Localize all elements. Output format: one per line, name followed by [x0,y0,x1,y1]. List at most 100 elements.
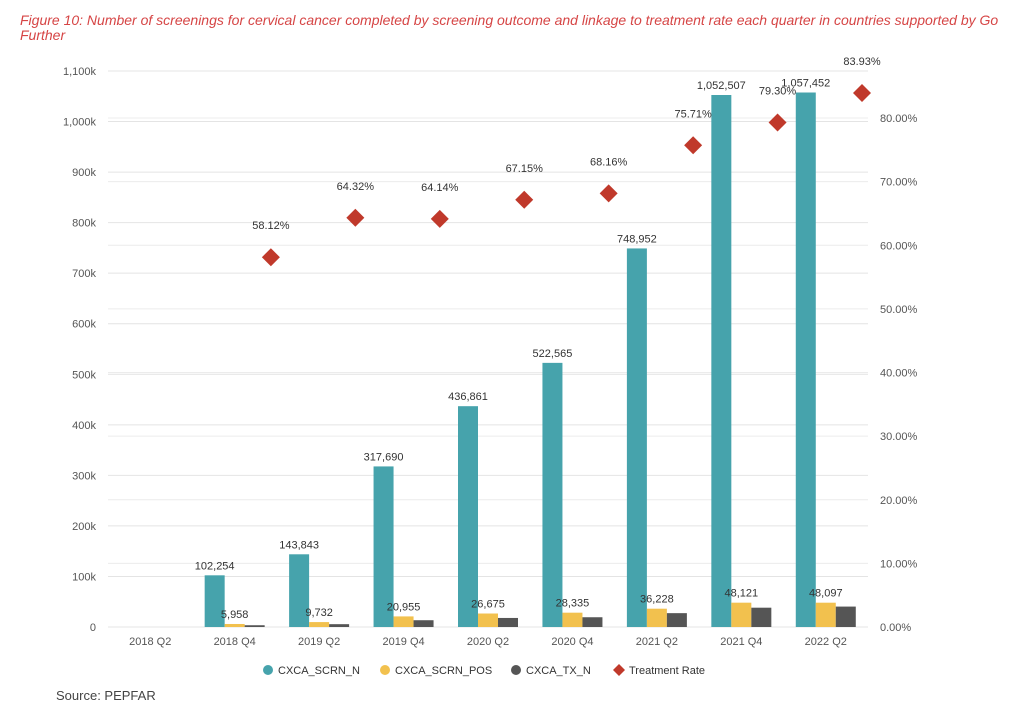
bar-cxca-tx-n [835,606,856,627]
bar-cxca-tx-n [244,625,265,627]
bar-cxca-scrn-n [542,362,563,627]
bar-cxca-scrn-pos [815,602,836,627]
legend-swatch [380,665,390,675]
bar-cxca-scrn-n [289,554,310,627]
x-axis: 2018 Q2 2018 Q4 2019 Q2 2019 Q4 2020 Q2 2020 … [129,636,847,648]
bar-cxca-scrn-pos [309,622,330,627]
data-labels: 102,254 143,843 317,690 436,861 522,565 748,9… [195,56,881,621]
bar-cxca-tx-n [498,617,518,627]
data-label: 102,254 [195,560,235,572]
chart: 0 100k 200k 300k 400k 500k 600k 700k 800k 900k 1,0… [63,56,918,677]
data-label: 5,958 [221,609,249,621]
bars [204,92,856,627]
data-label: 748,952 [617,233,657,245]
rate-label: 79.30% [759,85,797,97]
bar-cxca-tx-n [582,617,603,627]
data-label: 28,335 [556,598,590,610]
bar-cxca-scrn-pos [731,602,752,627]
legend-swatch [511,665,521,675]
y-left-tick-label: 100k [72,571,96,583]
y-left-tick-label: 300k [72,470,96,482]
treatment-rate-marker [515,190,534,209]
bar-cxca-tx-n [413,620,434,627]
x-tick-label: 2021 Q4 [720,636,762,648]
data-label: 317,690 [364,451,404,463]
y-right-tick-label: 80.00% [880,113,918,125]
x-tick-label: 2021 Q2 [636,636,678,648]
source-note: Source: PEPFAR [56,688,156,703]
y-right-tick-label: 50.00% [880,304,918,316]
bar-cxca-scrn-pos [393,616,414,627]
rate-label: 83.93% [843,56,881,68]
y-right-tick-label: 20.00% [880,495,918,507]
y-left-tick-label: 1,000k [63,117,97,129]
x-tick-label: 2019 Q4 [382,636,424,648]
data-label: 20,955 [387,601,421,613]
data-label: 436,861 [448,391,488,403]
y-right-tick-label: 30.00% [880,431,918,443]
bar-cxca-tx-n [751,607,772,627]
y-left-tick-label: 0 [90,622,96,634]
y-right-tick-label: 60.00% [880,240,918,252]
y-left-tick-label: 1,100k [63,66,97,78]
data-label: 36,228 [640,594,674,606]
treatment-rate-marker [684,136,703,155]
data-label: 522,565 [533,348,573,360]
rate-label: 64.32% [337,181,375,193]
bar-cxca-scrn-pos [478,613,498,627]
x-tick-label: 2020 Q2 [467,636,509,648]
data-label: 9,732 [305,607,333,619]
data-label: 1,057,452 [781,78,830,90]
y-left-tick-label: 900k [72,167,96,179]
x-tick-label: 2018 Q4 [214,636,256,648]
bar-cxca-scrn-pos [646,608,667,627]
legend-label: CXCA_SCRN_N [278,665,360,677]
rate-label: 75.71% [674,108,712,120]
bar-cxca-scrn-pos [224,623,245,627]
y-right-tick-label: 70.00% [880,177,918,189]
left-axis: 0 100k 200k 300k 400k 500k 600k 700k 800k 900k 1,0… [63,66,97,634]
y-left-tick-label: 700k [72,268,96,280]
treatment-rate-marker [599,184,618,203]
treatment-rate-marker [768,113,787,132]
rate-label: 64.14% [421,182,459,194]
x-tick-label: 2022 Q2 [805,636,847,648]
x-tick-label: 2020 Q4 [551,636,593,648]
y-right-tick-label: 10.00% [880,558,918,570]
x-tick-label: 2018 Q2 [129,636,171,648]
legend-label: CXCA_SCRN_POS [395,665,492,677]
treatment-rate-marker [853,83,871,102]
data-label: 26,675 [471,599,505,611]
y-right-tick-label: 0.00% [880,622,911,634]
bar-cxca-tx-n [329,624,350,627]
figure-title: Figure 10: Number of screenings for cerv… [20,12,999,43]
rate-label: 58.12% [252,220,290,232]
data-label: 48,097 [809,588,843,600]
rate-label: 68.16% [590,156,628,168]
legend-label: CXCA_TX_N [526,665,591,677]
data-label: 143,843 [279,539,319,551]
treatment-rate-markers [261,83,871,267]
legend-label: Treatment Rate [629,665,705,677]
bar-cxca-scrn-n [711,95,732,627]
x-tick-label: 2019 Q2 [298,636,340,648]
right-axis: 0.00% 10.00% 20.00% 30.00% 40.00% 50.00% 60.00… [880,113,918,634]
y-left-tick-label: 200k [72,521,96,533]
legend-swatch [263,665,273,675]
y-left-tick-label: 600k [72,319,96,331]
treatment-rate-marker [261,248,280,267]
treatment-rate-marker [346,208,365,227]
y-left-tick-label: 800k [72,218,96,230]
bar-cxca-scrn-n [373,466,394,627]
y-left-tick-label: 500k [72,369,96,381]
legend: CXCA_SCRN_N CXCA_SCRN_POS CXCA_TX_N Treatme… [263,664,705,677]
data-label: 1,052,507 [697,80,746,92]
data-label: 48,121 [725,588,759,600]
bar-cxca-scrn-n [458,406,478,627]
y-left-tick-label: 400k [72,420,96,432]
bar-cxca-scrn-pos [562,612,583,627]
bar-cxca-scrn-n [795,92,816,627]
legend-marker [613,664,625,676]
treatment-rate-marker [430,209,449,228]
bar-cxca-tx-n [666,613,687,627]
